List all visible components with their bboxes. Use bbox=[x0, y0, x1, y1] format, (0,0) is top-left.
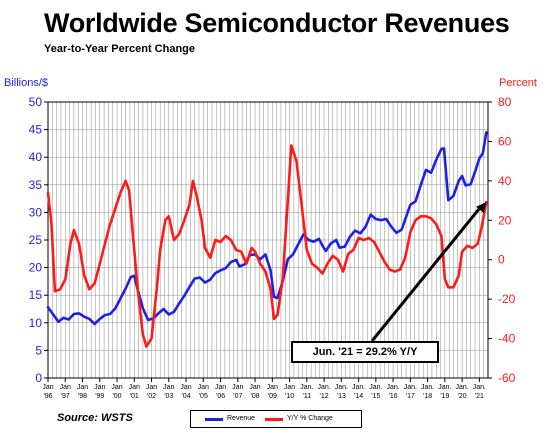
left-axis-tick-label: 10 bbox=[29, 316, 43, 330]
series-line-yoy bbox=[46, 144, 488, 348]
x-axis-tick-label-month: Jan. bbox=[421, 384, 434, 391]
left-axis-tick-label: 15 bbox=[29, 288, 43, 302]
right-axis-tick-label: 40 bbox=[498, 174, 512, 188]
annotation-arrow-line bbox=[370, 205, 483, 342]
x-axis-tick-label-month: Jan bbox=[77, 384, 88, 391]
legend-swatch-revenue bbox=[205, 418, 223, 421]
chart-subtitle: Year-to-Year Percent Change bbox=[44, 43, 196, 55]
chart-title: Worldwide Semiconductor Revenues bbox=[44, 8, 510, 38]
left-axis-tick-label: 45 bbox=[29, 123, 43, 137]
x-axis-tick-label-month: Jan bbox=[129, 384, 140, 391]
x-axis-tick-label-year: '07 bbox=[233, 393, 242, 400]
x-axis-tick-label-year: '08 bbox=[250, 393, 259, 400]
x-axis-tick-label-year: '20 bbox=[458, 393, 467, 400]
x-axis-tick-label-month: Jan bbox=[198, 384, 209, 391]
legend-swatch-yoy bbox=[265, 418, 283, 421]
x-axis-tick-label-year: '14 bbox=[354, 393, 363, 400]
x-axis-tick-label-year: '21 bbox=[475, 393, 484, 400]
right-axis-tick-label: -20 bbox=[498, 292, 516, 306]
x-axis-tick-label-month: Jan. bbox=[352, 384, 365, 391]
left-axis-tick-label: 5 bbox=[35, 343, 42, 357]
right-axis-tick-label: -40 bbox=[498, 332, 516, 346]
x-axis-tick-label-month: Jan bbox=[215, 384, 226, 391]
x-axis-tick-label-month: Jan. bbox=[456, 384, 469, 391]
x-axis-tick-label-year: '06 bbox=[216, 393, 225, 400]
x-axis-tick-label-year: '12 bbox=[320, 393, 329, 400]
x-axis-tick-label-year: '00 bbox=[112, 393, 121, 400]
x-axis-tick-label-month: Jan bbox=[163, 384, 174, 391]
x-axis-tick-label-year: '96 bbox=[43, 393, 52, 400]
x-axis-tick-label-month: Jan bbox=[146, 384, 157, 391]
x-axis-tick-label-year: '04 bbox=[181, 393, 190, 400]
x-axis-tick-label-month: Jan bbox=[284, 384, 295, 391]
right-axis-tick-label: 60 bbox=[498, 134, 512, 148]
x-axis-tick-label-year: '17 bbox=[406, 393, 415, 400]
x-axis-tick-label-year: '18 bbox=[423, 393, 432, 400]
x-axis-tick-label-year: '01 bbox=[130, 393, 139, 400]
x-axis-tick-label-year: '02 bbox=[147, 393, 156, 400]
x-axis-tick-label-month: Jan. bbox=[317, 384, 330, 391]
x-axis-tick-label-month: Jan. bbox=[369, 384, 382, 391]
left-axis-tick-label: 50 bbox=[29, 95, 43, 109]
x-axis-tick-label-month: Jan bbox=[60, 384, 71, 391]
x-axis-tick-label-year: '99 bbox=[95, 393, 104, 400]
x-axis-tick-label-year: '16 bbox=[389, 393, 398, 400]
annotation-arrow-head bbox=[476, 202, 487, 214]
left-axis-title: Billions/$ bbox=[4, 77, 48, 89]
x-axis-tick-label-year: '15 bbox=[371, 393, 380, 400]
series-line-revenue bbox=[46, 131, 488, 326]
x-axis-tick-label-year: '10 bbox=[285, 393, 294, 400]
x-axis-tick-label-year: '13 bbox=[337, 393, 346, 400]
callout-box: Jun. '21 = 29.2% Y/Y bbox=[291, 341, 439, 363]
x-axis-tick-label-month: Jan. bbox=[386, 384, 399, 391]
x-axis-tick-label-year: '97 bbox=[61, 393, 70, 400]
x-axis-tick-label-month: Jan. bbox=[300, 384, 313, 391]
x-axis-tick-label-year: '19 bbox=[440, 393, 449, 400]
left-axis-tick-label: 25 bbox=[29, 233, 43, 247]
x-axis-tick-label-month: Jan. bbox=[438, 384, 451, 391]
x-axis-tick-label-month: Jan bbox=[232, 384, 243, 391]
x-axis-tick-label-month: Jan bbox=[42, 384, 53, 391]
x-axis-tick-label-month: Jan. bbox=[473, 384, 486, 391]
x-axis-tick-label-month: Jan bbox=[180, 384, 191, 391]
x-axis-tick-label-month: Jan bbox=[267, 384, 278, 391]
right-axis-tick-label: 0 bbox=[498, 253, 505, 267]
right-axis-title: Percent bbox=[499, 77, 537, 89]
left-axis-tick-label: 40 bbox=[29, 150, 43, 164]
left-axis-tick-label: 35 bbox=[29, 178, 43, 192]
right-axis-tick-label: -60 bbox=[498, 371, 516, 385]
x-axis-tick-label-year: '05 bbox=[199, 393, 208, 400]
left-axis-tick-label: 30 bbox=[29, 205, 43, 219]
x-axis-tick-label-month: Jan. bbox=[404, 384, 417, 391]
x-axis-tick-label-month: Jan bbox=[249, 384, 260, 391]
x-axis-tick-label-month: Jan bbox=[94, 384, 105, 391]
right-axis-tick-label: 20 bbox=[498, 213, 512, 227]
legend-label-revenue: Revenue bbox=[227, 415, 256, 422]
x-axis-tick-label-year: '11 bbox=[303, 393, 312, 400]
x-axis-tick-label-month: Jan. bbox=[335, 384, 348, 391]
legend-label-yoy: Y/Y % Change bbox=[287, 415, 333, 422]
right-axis-tick-label: 80 bbox=[498, 95, 512, 109]
legend: Revenue Y/Y % Change bbox=[190, 410, 362, 428]
source-note: Source: WSTS bbox=[57, 412, 133, 424]
x-axis-tick-label-year: '09 bbox=[268, 393, 277, 400]
left-axis-tick-label: 20 bbox=[29, 261, 43, 275]
x-axis-tick-label-year: '03 bbox=[164, 393, 173, 400]
x-axis-tick-label-month: Jan bbox=[111, 384, 122, 391]
left-axis-tick-label: 0 bbox=[35, 371, 42, 385]
x-axis-tick-label-year: '98 bbox=[78, 393, 87, 400]
